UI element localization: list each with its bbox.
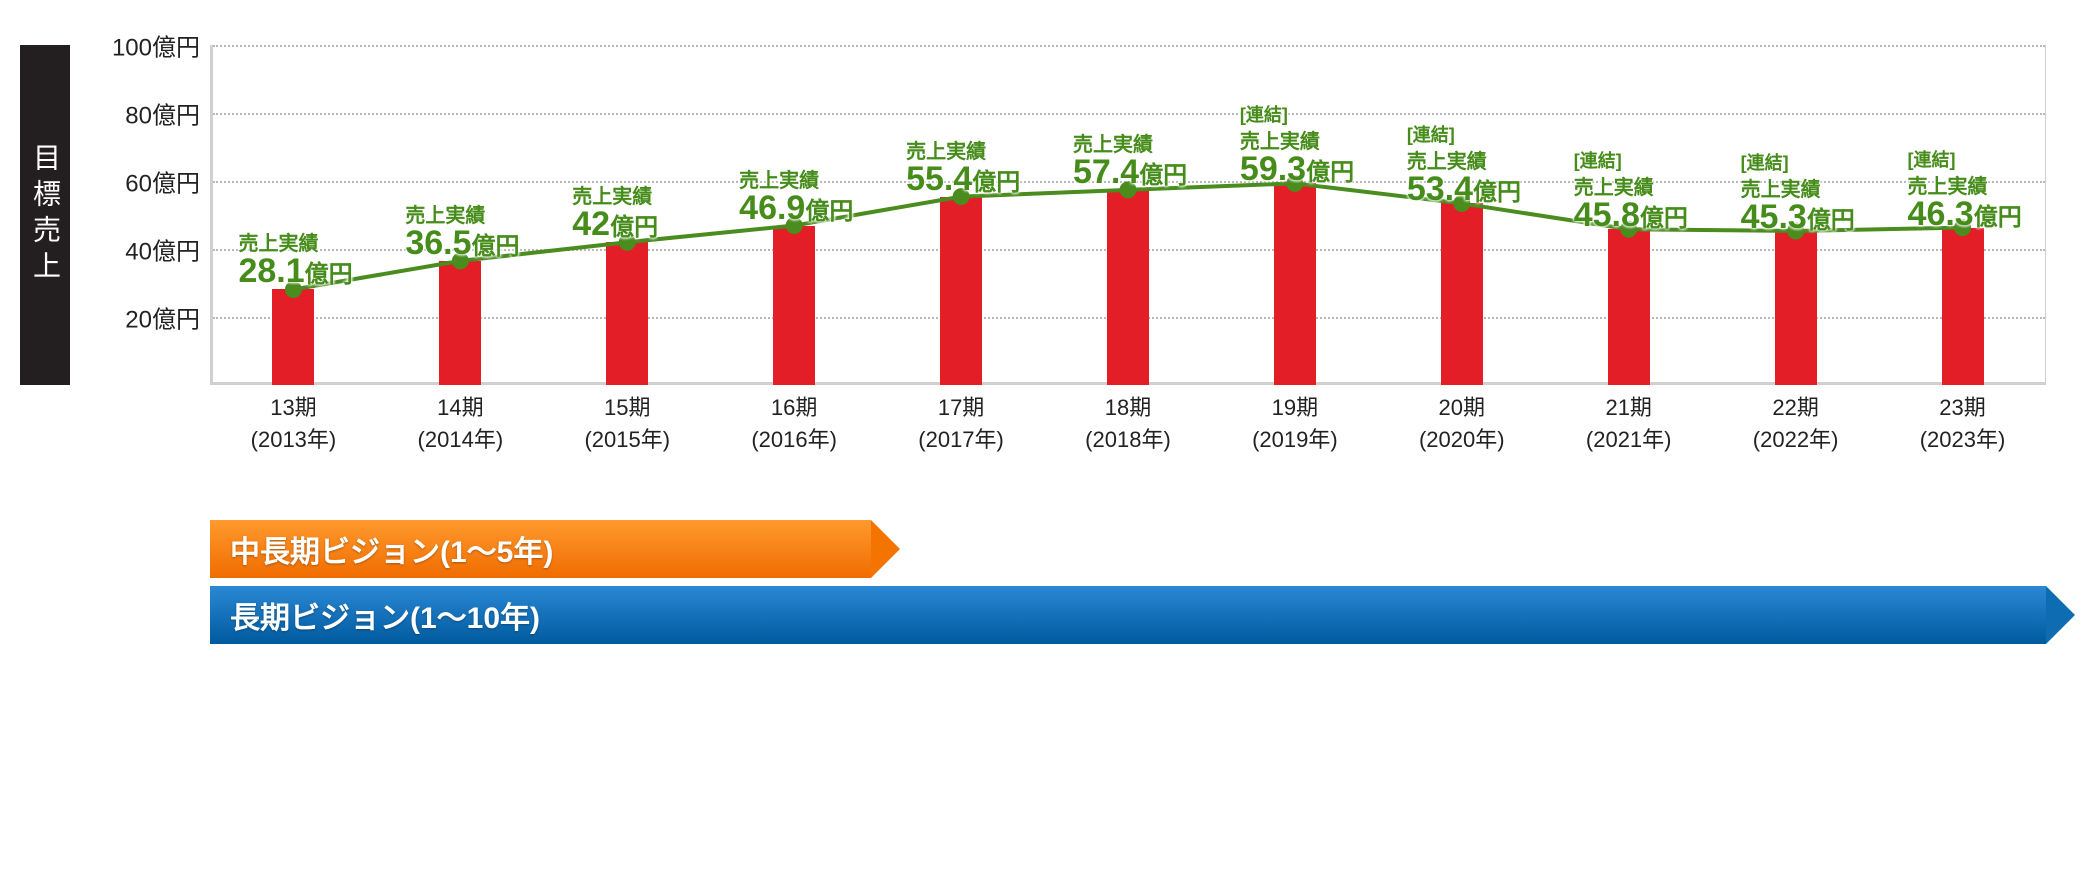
vision-mid-long-term: 中長期ビジョン(1～5年)	[210, 520, 871, 578]
x-tick-label: 18期(2018年)	[1045, 390, 1212, 454]
y-axis-title: 目標売上	[20, 45, 70, 385]
vision-long-term: 長期ビジョン(1～10年)	[210, 586, 2046, 644]
x-tick-label: 13期(2013年)	[210, 390, 377, 454]
x-tick-label: 23期(2023年)	[1879, 390, 2046, 454]
chart-area: 20億円40億円60億円80億円100億円 売上実績28.1億円売上実績36.5…	[80, 20, 2076, 460]
bar	[439, 261, 481, 385]
bar	[1608, 229, 1650, 385]
vision-mid-long-label: 中長期ビジョン(1～5年)	[230, 527, 553, 571]
bar-slot	[878, 45, 1045, 385]
y-tick-label: 60億円	[80, 164, 200, 199]
x-tick-label: 22期(2022年)	[1712, 390, 1879, 454]
x-tick-label: 17期(2017年)	[878, 390, 1045, 454]
y-tick-label: 80億円	[80, 96, 200, 131]
x-tick-label: 21期(2021年)	[1545, 390, 1712, 454]
y-tick-label: 20億円	[80, 300, 200, 335]
chart-wrapper: 目標売上 20億円40億円60億円80億円100億円 売上実績28.1億円売上実…	[20, 20, 2076, 460]
bar-slot	[544, 45, 711, 385]
bar	[1441, 203, 1483, 385]
bar	[1775, 231, 1817, 385]
bar-slot	[1211, 45, 1378, 385]
bar-slot	[1879, 45, 2046, 385]
bar-slot	[377, 45, 544, 385]
bar	[606, 242, 648, 385]
bar	[272, 289, 314, 385]
y-tick-label: 100億円	[80, 28, 200, 63]
bar-slot	[210, 45, 377, 385]
vision-bars: 中長期ビジョン(1～5年) 長期ビジョン(1～10年)	[210, 520, 2046, 644]
chart-container: 目標売上 20億円40億円60億円80億円100億円 売上実績28.1億円売上実…	[20, 20, 2076, 644]
x-tick-label: 19期(2019年)	[1211, 390, 1378, 454]
bar-slot	[1545, 45, 1712, 385]
vision-long-label: 長期ビジョン(1～10年)	[230, 593, 540, 637]
bar-slot	[1045, 45, 1212, 385]
bar	[1942, 228, 1984, 385]
bars-group	[210, 45, 2046, 385]
bar-slot	[1712, 45, 1879, 385]
bar-slot	[1378, 45, 1545, 385]
bar	[1274, 183, 1316, 385]
x-tick-label: 15期(2015年)	[544, 390, 711, 454]
y-tick-label: 40億円	[80, 232, 200, 267]
bar	[940, 197, 982, 385]
bar	[1107, 190, 1149, 385]
bar	[773, 226, 815, 385]
x-axis-labels: 13期(2013年)14期(2014年)15期(2015年)16期(2016年)…	[210, 390, 2046, 454]
x-tick-label: 16期(2016年)	[711, 390, 878, 454]
x-tick-label: 20期(2020年)	[1378, 390, 1545, 454]
x-tick-label: 14期(2014年)	[377, 390, 544, 454]
bar-slot	[711, 45, 878, 385]
